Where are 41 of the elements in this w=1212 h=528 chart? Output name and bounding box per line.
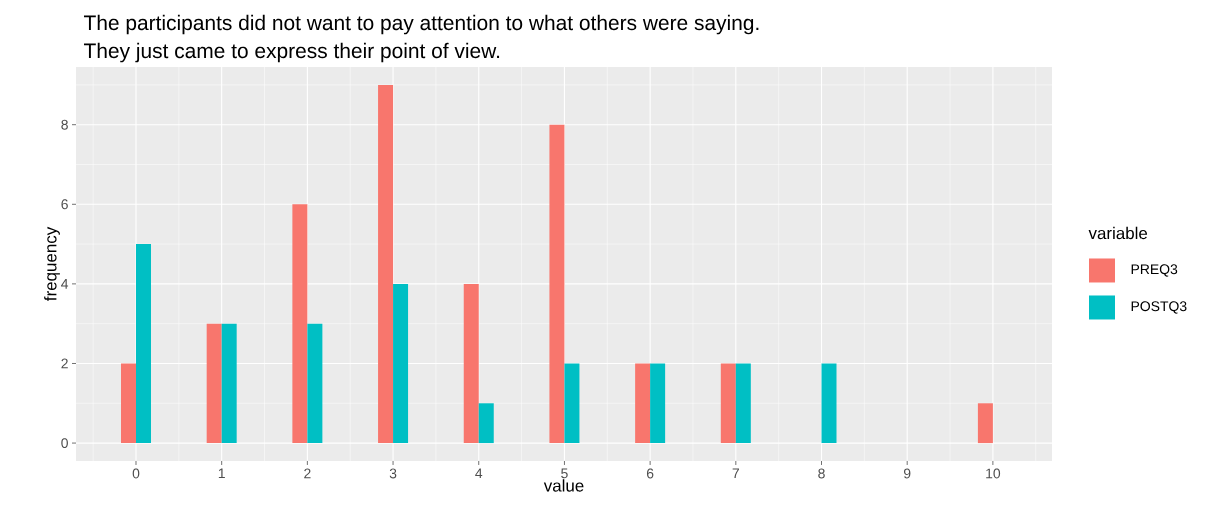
bar — [977, 403, 993, 444]
y-axis-title: frequency — [44, 226, 60, 301]
bar — [378, 84, 394, 444]
x-tick-label: 9 — [903, 468, 911, 479]
bar — [135, 244, 151, 444]
bar — [821, 363, 837, 444]
bar — [221, 323, 237, 444]
chart-title: The participants did not want to pay attention to what others were saying. — [84, 14, 759, 35]
y-tick-label: 2 — [61, 358, 68, 369]
bar — [206, 323, 222, 444]
bar — [120, 363, 136, 444]
x-axis-title: value — [543, 479, 584, 492]
x-tick-label: 1 — [218, 468, 225, 479]
x-tick-label: 2 — [304, 468, 311, 479]
bar — [650, 363, 666, 444]
bar — [393, 283, 409, 444]
y-tick-label: 0 — [61, 438, 68, 449]
legend-label: PREQ3 — [1131, 264, 1178, 277]
bar — [720, 363, 736, 444]
y-tick-label: 8 — [61, 119, 68, 130]
bar — [735, 363, 751, 444]
x-tick-label: 0 — [132, 468, 140, 479]
bar — [549, 124, 565, 444]
legend-label: POSTQ3 — [1131, 301, 1187, 314]
y-tick-label: 4 — [61, 279, 69, 289]
x-tick-label: 5 — [561, 468, 568, 479]
y-tick-label: 6 — [61, 199, 68, 210]
x-tick-label: 7 — [732, 468, 739, 479]
legend-title: variable — [1088, 226, 1148, 240]
x-tick-label: 3 — [389, 468, 397, 479]
chart-subtitle: They just came to express their point of view. — [84, 42, 500, 63]
x-tick-label: 4 — [475, 468, 483, 479]
bar — [635, 363, 651, 444]
x-tick-label: 8 — [818, 468, 825, 479]
x-tick-label: 10 — [986, 468, 1001, 479]
bar — [292, 204, 308, 444]
x-tick-label: 6 — [646, 468, 654, 479]
bar — [478, 403, 494, 444]
bar — [307, 323, 323, 444]
bar — [463, 283, 479, 444]
bar — [564, 363, 580, 444]
